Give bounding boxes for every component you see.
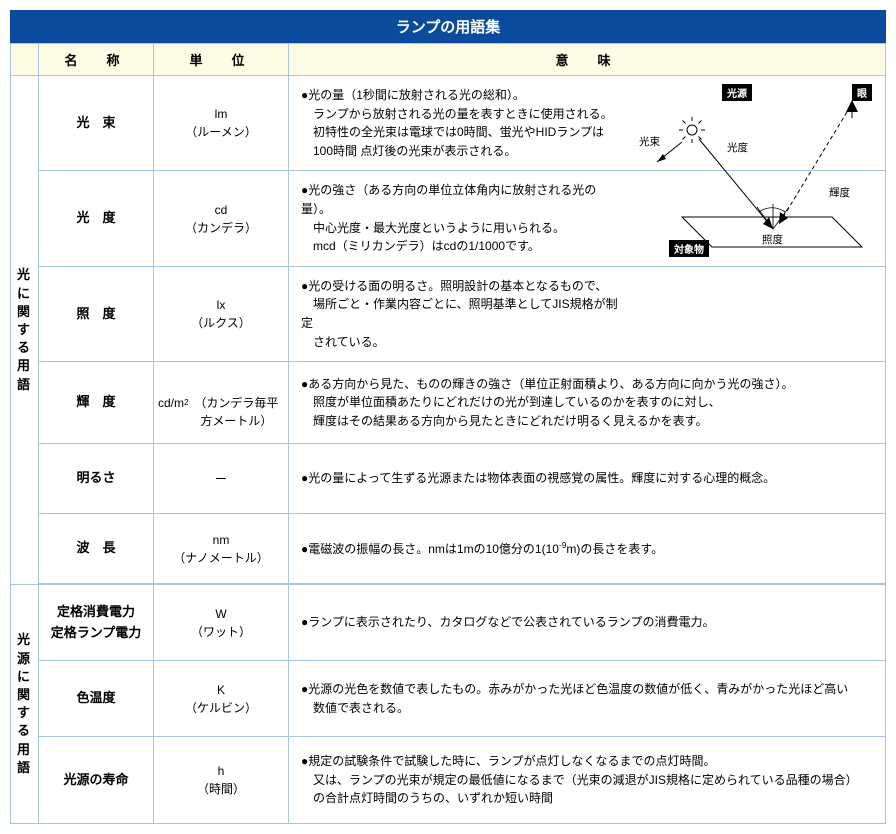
category-label: 光源に関する用語 bbox=[17, 631, 32, 777]
header-unit: 単 位 bbox=[154, 44, 289, 75]
table-row: 波 長nm（ナノメートル）●電磁波の振幅の長さ。nmは1mの10億分の1(10-… bbox=[39, 514, 885, 584]
cell-unit: ー bbox=[154, 444, 289, 513]
cell-meaning: ●光の量によって生ずる光源または物体表面の視感覚の属性。輝度に対する心理的概念。 bbox=[289, 444, 885, 513]
page-title: ランプの用語集 bbox=[10, 10, 886, 43]
cell-unit: W（ワット） bbox=[154, 585, 289, 660]
table-row: 輝 度cd/m2（カンデラ毎平方メートル）●ある方向から見た、ものの輝きの強さ（… bbox=[39, 362, 885, 444]
category-label: 光に関する用語 bbox=[17, 266, 32, 393]
category-column: 光に関する用語 bbox=[11, 76, 39, 584]
header-category bbox=[11, 44, 39, 75]
glossary-table: 名 称 単 位 意 味 光に関する用語光 束lm（ルーメン）●光の量（1秒間に放… bbox=[10, 43, 886, 824]
diagram-label-object: 対象物 bbox=[669, 240, 709, 257]
cell-unit: K（ケルビン） bbox=[154, 661, 289, 736]
diagram-text-intensity: 光度 bbox=[727, 140, 748, 155]
cell-meaning: ●光の受ける面の明るさ。照明設計の基本となるもので、 場所ごと・作業内容ごとに、… bbox=[289, 267, 885, 361]
cell-name: 明るさ bbox=[39, 444, 154, 513]
cell-meaning: ●ある方向から見た、ものの輝きの強さ（単位正射面積より、ある方向に向かう光の強さ… bbox=[289, 362, 885, 443]
diagram-text-illuminance: 照度 bbox=[762, 232, 783, 247]
cell-name: 色温度 bbox=[39, 661, 154, 736]
cell-name: 照 度 bbox=[39, 267, 154, 361]
cell-name: 波 長 bbox=[39, 514, 154, 583]
diagram-text-flux: 光束 bbox=[639, 134, 660, 149]
cell-meaning: ●規定の試験条件で試験した時に、ランプが点灯しなくなるまでの点灯時間。 又は、ラ… bbox=[289, 737, 885, 823]
cell-unit: lx（ルクス） bbox=[154, 267, 289, 361]
light-concept-diagram: 光源 眼 光束 光度 輝度 照度 対象物 bbox=[627, 82, 877, 260]
table-header-row: 名 称 単 位 意 味 bbox=[11, 43, 885, 76]
cell-unit: h（時間） bbox=[154, 737, 289, 823]
cell-name: 光源の寿命 bbox=[39, 737, 154, 823]
cell-unit: lm（ルーメン） bbox=[154, 76, 289, 170]
table-row: 色温度K（ケルビン）●光源の光色を数値で表したもの。赤みがかった光ほど色温度の数… bbox=[39, 661, 885, 737]
cell-name: 輝 度 bbox=[39, 362, 154, 443]
table-row: 光源の寿命h（時間）●規定の試験条件で試験した時に、ランプが点灯しなくなるまでの… bbox=[39, 737, 885, 823]
cell-meaning: ●ランプに表示されたり、カタログなどで公表されているランプの消費電力。 bbox=[289, 585, 885, 660]
cell-meaning: ●光源の光色を数値で表したもの。赤みがかった光ほど色温度の数値が低く、青みがかっ… bbox=[289, 661, 885, 736]
diagram-text-luminance: 輝度 bbox=[829, 185, 850, 200]
cell-meaning: ●電磁波の振幅の長さ。nmは1mの10億分の1(10-9m)の長さを表す。 bbox=[289, 514, 885, 583]
table-row: 照 度lx（ルクス）●光の受ける面の明るさ。照明設計の基本となるもので、 場所ご… bbox=[39, 267, 885, 362]
diagram-label-eye: 眼 bbox=[852, 84, 872, 101]
table-section: 光源に関する用語定格消費電力定格ランプ電力W（ワット）●ランプに表示されたり、カ… bbox=[11, 584, 885, 823]
diagram-label-light-source: 光源 bbox=[722, 84, 752, 101]
cell-unit: cd（カンデラ） bbox=[154, 171, 289, 265]
table-row: 明るさー●光の量によって生ずる光源または物体表面の視感覚の属性。輝度に対する心理… bbox=[39, 444, 885, 514]
table-row: 定格消費電力定格ランプ電力W（ワット）●ランプに表示されたり、カタログなどで公表… bbox=[39, 585, 885, 661]
cell-name: 定格消費電力定格ランプ電力 bbox=[39, 585, 154, 660]
header-name: 名 称 bbox=[39, 44, 154, 75]
cell-unit: cd/m2（カンデラ毎平方メートル） bbox=[154, 362, 289, 443]
cell-name: 光 度 bbox=[39, 171, 154, 265]
cell-name: 光 束 bbox=[39, 76, 154, 170]
header-meaning: 意 味 bbox=[289, 44, 885, 75]
cell-unit: nm（ナノメートル） bbox=[154, 514, 289, 583]
category-column: 光源に関する用語 bbox=[11, 584, 39, 823]
rows-column: 定格消費電力定格ランプ電力W（ワット）●ランプに表示されたり、カタログなどで公表… bbox=[39, 584, 885, 823]
